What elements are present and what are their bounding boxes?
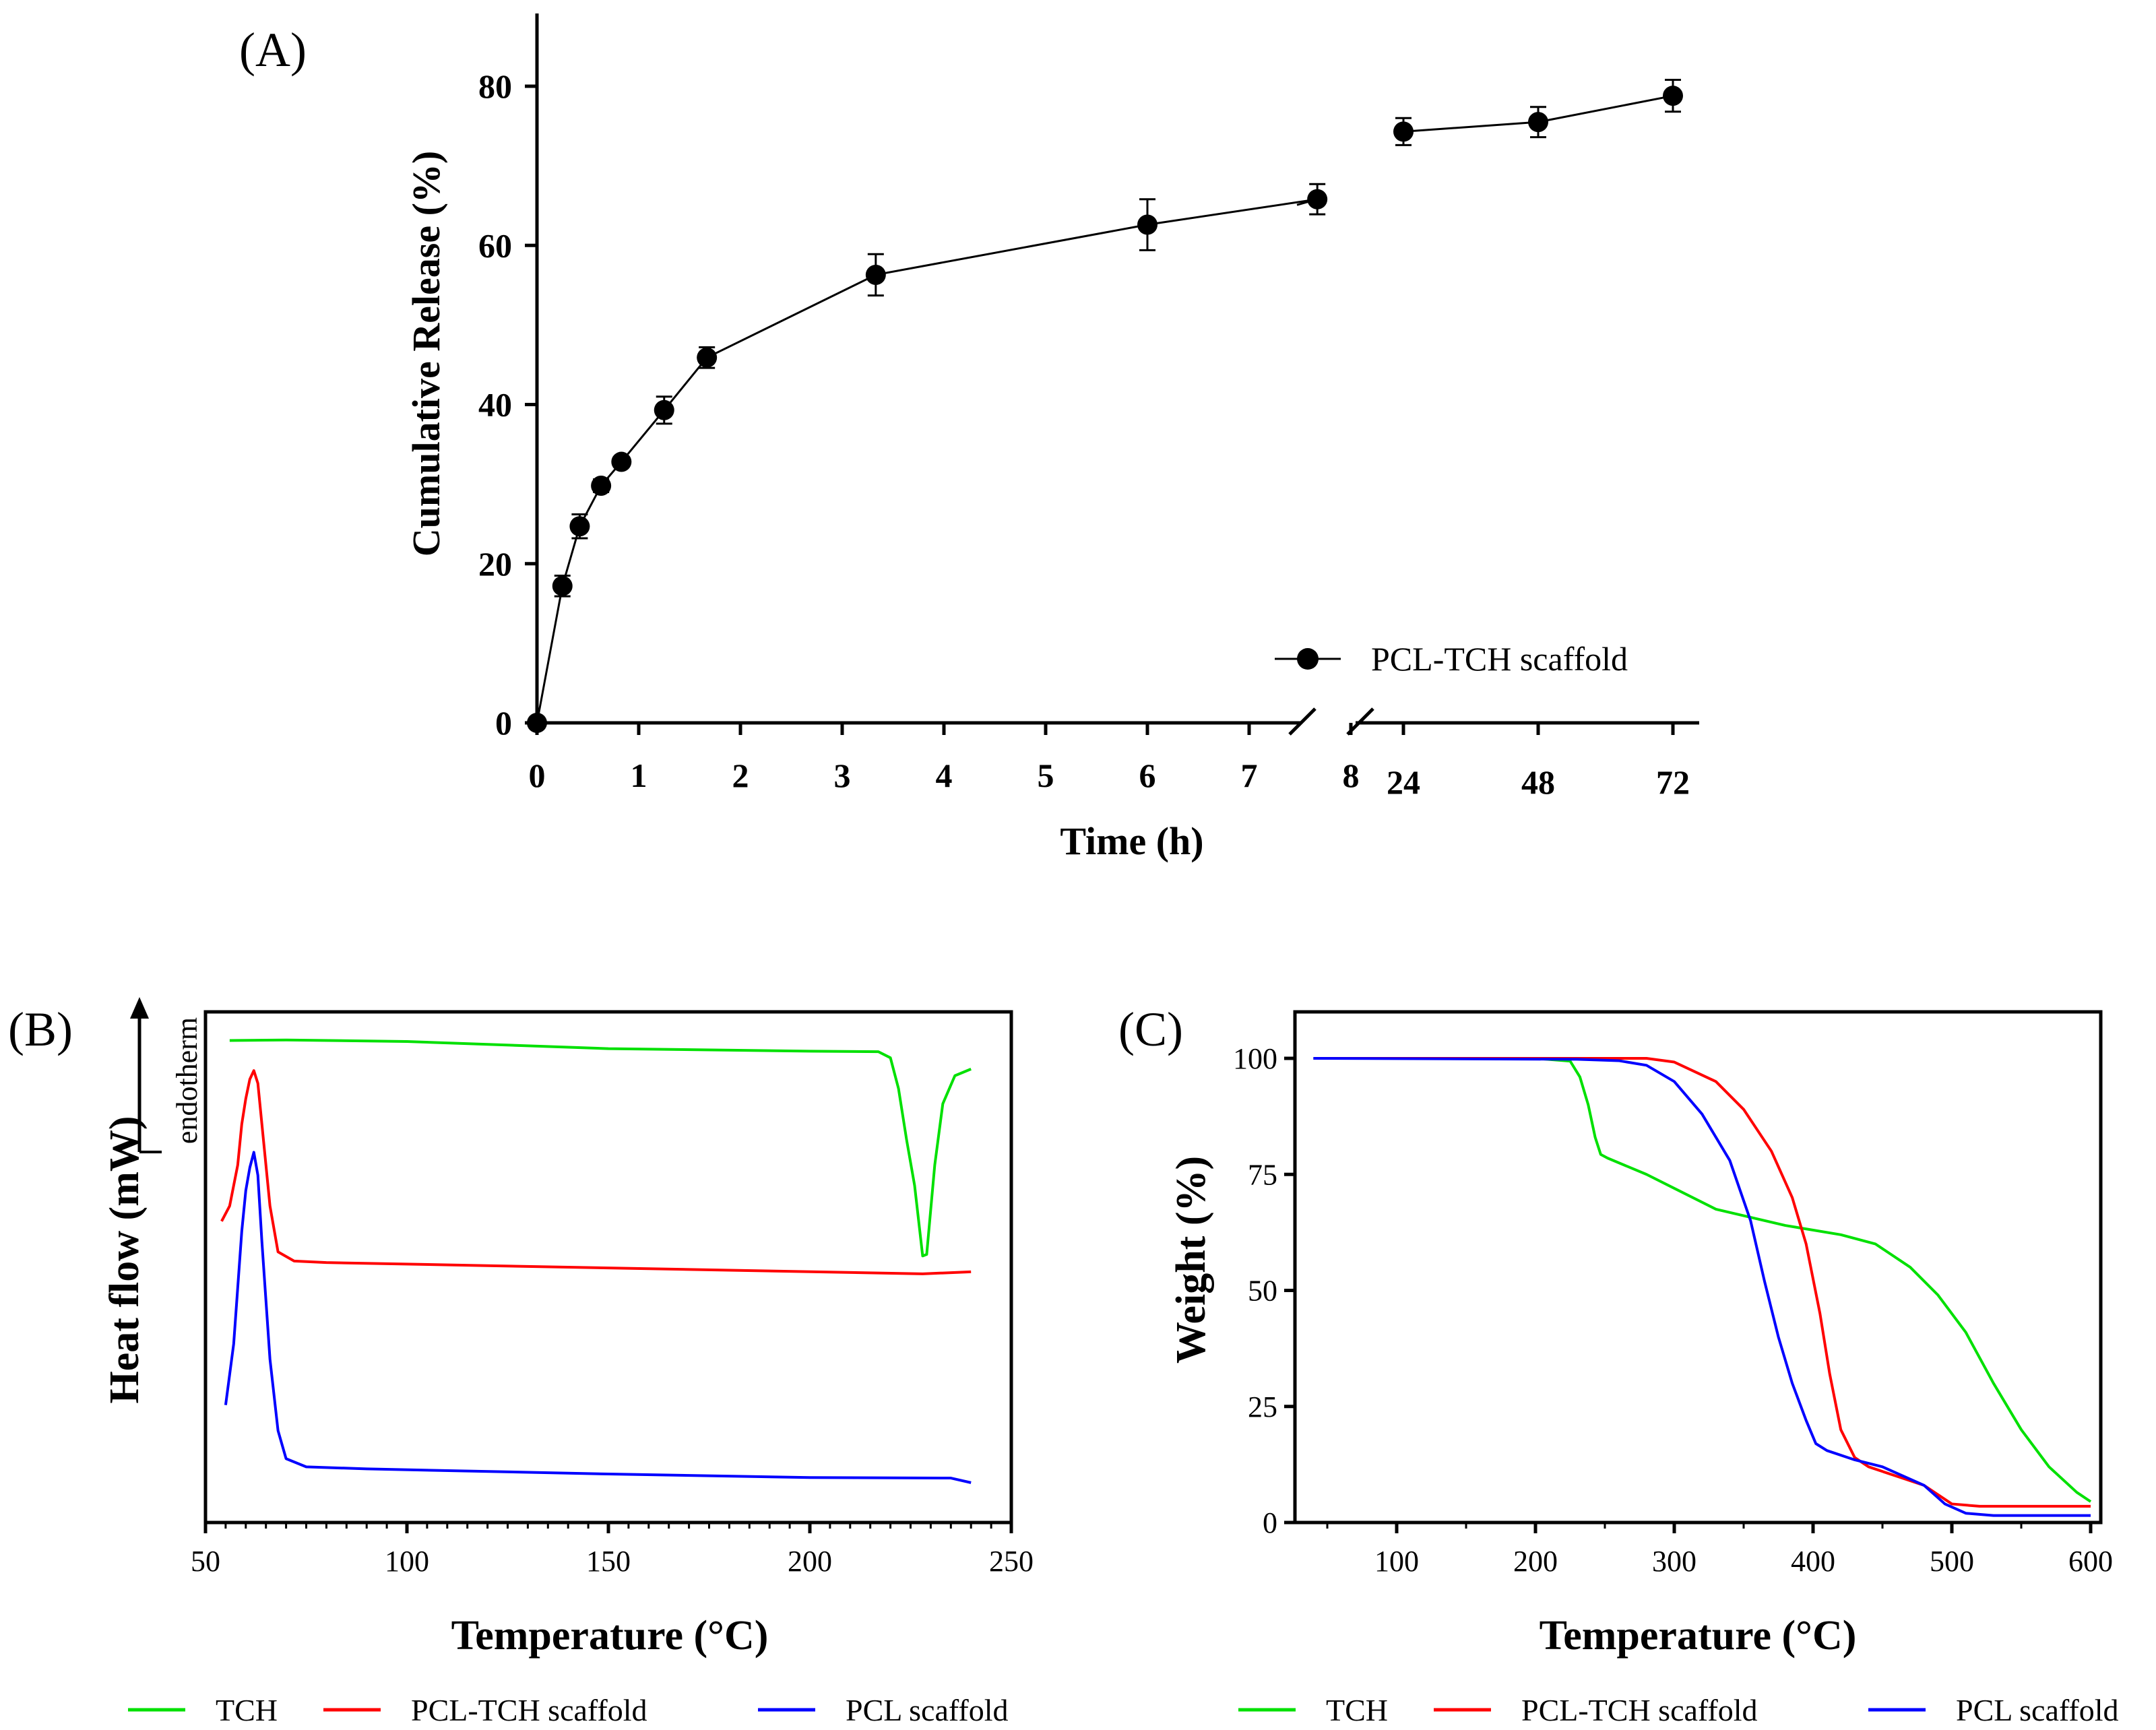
x-tick-label: 500 — [1930, 1545, 1974, 1578]
data-point — [865, 264, 886, 285]
y-tick-label: 0 — [495, 704, 512, 742]
data-point — [1663, 86, 1683, 106]
panel-a-y-label: Cumulative Release (%) — [404, 151, 448, 556]
series-pcl-tch-scaffold — [220, 1069, 972, 1275]
legend-a-label: PCL-TCH scaffold — [1371, 640, 1628, 678]
y-tick-label: 100 — [1233, 1042, 1277, 1075]
x-tick-label: 1 — [631, 757, 647, 794]
y-tick-label: 75 — [1248, 1158, 1277, 1191]
legend-label: PCL-TCH scaffold — [411, 1693, 647, 1727]
data-point — [697, 347, 718, 368]
panel-c-frame — [1293, 1010, 2103, 1525]
data-point — [552, 575, 573, 596]
data-point — [591, 475, 612, 496]
x-tick-label: 0 — [529, 757, 546, 794]
legend-label: TCH — [216, 1693, 278, 1727]
panel-b-label: (B) — [8, 1002, 73, 1056]
x-tick-label: 3 — [834, 757, 851, 794]
panel-c-legend: TCH PCL-TCH scaffold PCL scaffold — [1238, 1693, 2118, 1727]
legend-label: TCH — [1326, 1693, 1388, 1727]
panel-a-ticks: 0 20 40 60 80 0 1 2 3 4 5 6 7 8 24 48 72 — [478, 67, 1690, 801]
y-tick-label: 60 — [478, 226, 512, 264]
x-tick-label: 600 — [2068, 1545, 2113, 1578]
endotherm-arrow — [130, 997, 162, 1153]
x-tick-label: 400 — [1791, 1545, 1835, 1578]
x-tick-label: 6 — [1139, 757, 1156, 794]
data-point — [1137, 214, 1158, 235]
data-point — [1393, 121, 1414, 142]
x-tick-label: 2 — [732, 757, 749, 794]
panel-b-ticks: 50 100 150 200 250 — [191, 1523, 1034, 1578]
panel-b-x-label: Temperature (°C) — [451, 1613, 769, 1659]
data-point — [1307, 189, 1328, 210]
panel-c-x-label: Temperature (°C) — [1540, 1613, 1857, 1659]
legend-label: PCL scaffold — [846, 1693, 1008, 1727]
series-tch — [1313, 1057, 2092, 1503]
data-point — [611, 451, 632, 472]
x-tick-label: 24 — [1387, 763, 1420, 801]
panel-c-y-label: Weight (%) — [1168, 1156, 1214, 1364]
endotherm-annotation: endotherm — [170, 1017, 203, 1144]
x-tick-label: 100 — [1374, 1545, 1419, 1578]
panel-a-series — [527, 79, 1683, 733]
panel-c-ticks: 100 200 300 400 500 600 0 25 50 75 100 — [1233, 1042, 2113, 1578]
y-tick-label: 40 — [478, 386, 512, 424]
x-tick-label: 200 — [788, 1545, 832, 1578]
axis-break-mark-left — [1288, 707, 1317, 736]
series-tch — [229, 1038, 972, 1258]
panel-b: (B) 50 100 150 200 250 Temperature (°C) Heat… — [8, 997, 1034, 1727]
panel-a-x-label: Time (h) — [1060, 819, 1203, 863]
legend-label: PCL-TCH scaffold — [1521, 1693, 1758, 1727]
y-tick-label: 0 — [1263, 1506, 1277, 1539]
series-pcl-scaffold — [1313, 1057, 2091, 1517]
data-point — [654, 399, 674, 420]
x-tick-label: 300 — [1652, 1545, 1697, 1578]
panel-a-legend: PCL-TCH scaffold — [1275, 640, 1628, 678]
panel-a: (A) 0 20 40 60 80 0 1 2 3 4 5 6 7 8 24 48 72 Time (h) Cu… — [239, 13, 1699, 863]
series-line-left — [536, 198, 1318, 724]
x-tick-label: 7 — [1241, 757, 1258, 794]
panel-b-series — [220, 1038, 972, 1484]
legend-a-marker — [1297, 648, 1319, 670]
x-tick-label: 50 — [191, 1545, 220, 1578]
panel-c: (C) 100 200 300 400 500 600 0 25 50 75 100 Tempera… — [1118, 1002, 2118, 1727]
y-tick-label: 50 — [1248, 1275, 1277, 1308]
panel-a-axes — [535, 13, 1699, 736]
series-pcl-scaffold — [224, 1151, 972, 1484]
panel-c-label: (C) — [1118, 1002, 1183, 1056]
x-tick-label: 150 — [586, 1545, 631, 1578]
panel-b-y-label: Heat flow (mW) — [102, 1116, 148, 1404]
y-tick-label: 20 — [478, 545, 512, 583]
panel-b-legend: TCH PCL-TCH scaffold PCL scaffold — [128, 1693, 1008, 1727]
x-tick-label: 8 — [1343, 757, 1360, 794]
series-pcl-tch-scaffold — [1313, 1057, 2091, 1508]
x-tick-label: 72 — [1656, 763, 1690, 801]
data-point — [527, 713, 547, 733]
y-tick-label: 25 — [1248, 1390, 1277, 1423]
data-point — [569, 516, 590, 537]
x-tick-label: 100 — [385, 1545, 429, 1578]
legend-label: PCL scaffold — [1956, 1693, 2118, 1727]
panel-a-label: (A) — [239, 23, 307, 77]
y-tick-label: 80 — [478, 67, 512, 105]
x-tick-label: 4 — [936, 757, 953, 794]
x-tick-label: 48 — [1521, 763, 1555, 801]
x-tick-label: 5 — [1038, 757, 1054, 794]
x-tick-label: 200 — [1513, 1545, 1558, 1578]
data-point — [1528, 112, 1548, 133]
panel-c-series — [1313, 1057, 2092, 1517]
x-tick-label: 250 — [989, 1545, 1034, 1578]
